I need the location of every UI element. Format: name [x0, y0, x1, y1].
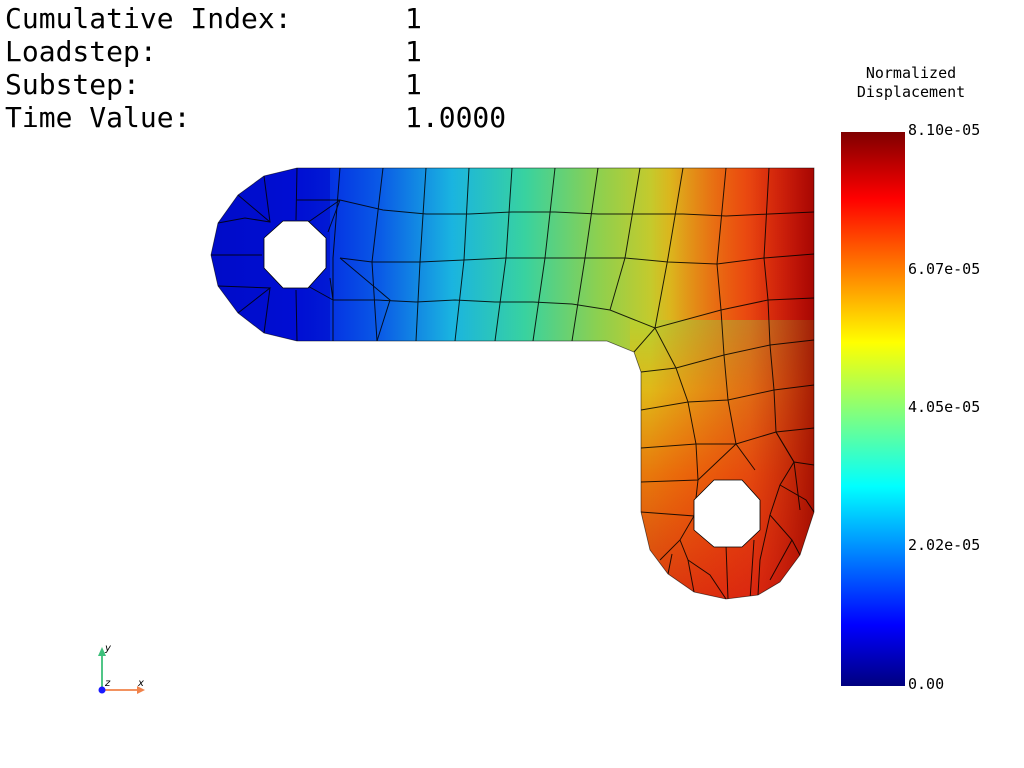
fea-model-part[interactable] [200, 160, 820, 610]
info-value: 1.0000 [405, 101, 507, 134]
colorbar-tick-label: 6.07e-05 [908, 260, 981, 278]
info-label: Loadstep: [5, 35, 157, 68]
colorbar-tick-label: 2.02e-05 [908, 536, 981, 554]
colorbar-title: Normalized Displacement [846, 64, 976, 102]
info-label: Substep: [5, 68, 140, 101]
colorbar-tick-label: 4.05e-05 [908, 398, 981, 416]
info-value: 1 [405, 68, 422, 101]
info-label: Time Value: [5, 101, 191, 134]
z-axis-dot [98, 686, 106, 694]
y-axis-label: y [104, 643, 112, 654]
y-axis-arrowhead [98, 647, 106, 656]
colorbar-title-line1: Normalized [865, 64, 957, 82]
mesh-lines [211, 168, 814, 599]
z-axis-label: z [104, 678, 111, 689]
info-value: 1 [405, 2, 422, 35]
colorbar-title-line2: Displacement [856, 83, 966, 101]
colorbar-tick-label-max: 8.10e-05 [908, 121, 981, 139]
colorbar-tick-label-min: 0.00 [908, 675, 945, 693]
info-value: 1 [405, 35, 422, 68]
coordinate-triad: x y z [98, 643, 145, 694]
upper-left-hole [263, 220, 327, 289]
x-axis-arrowhead [137, 686, 145, 694]
x-axis-label: x [137, 678, 144, 689]
colorbar [841, 132, 905, 686]
info-label: Cumulative Index: [5, 2, 292, 35]
lower-right-hole [693, 479, 761, 548]
